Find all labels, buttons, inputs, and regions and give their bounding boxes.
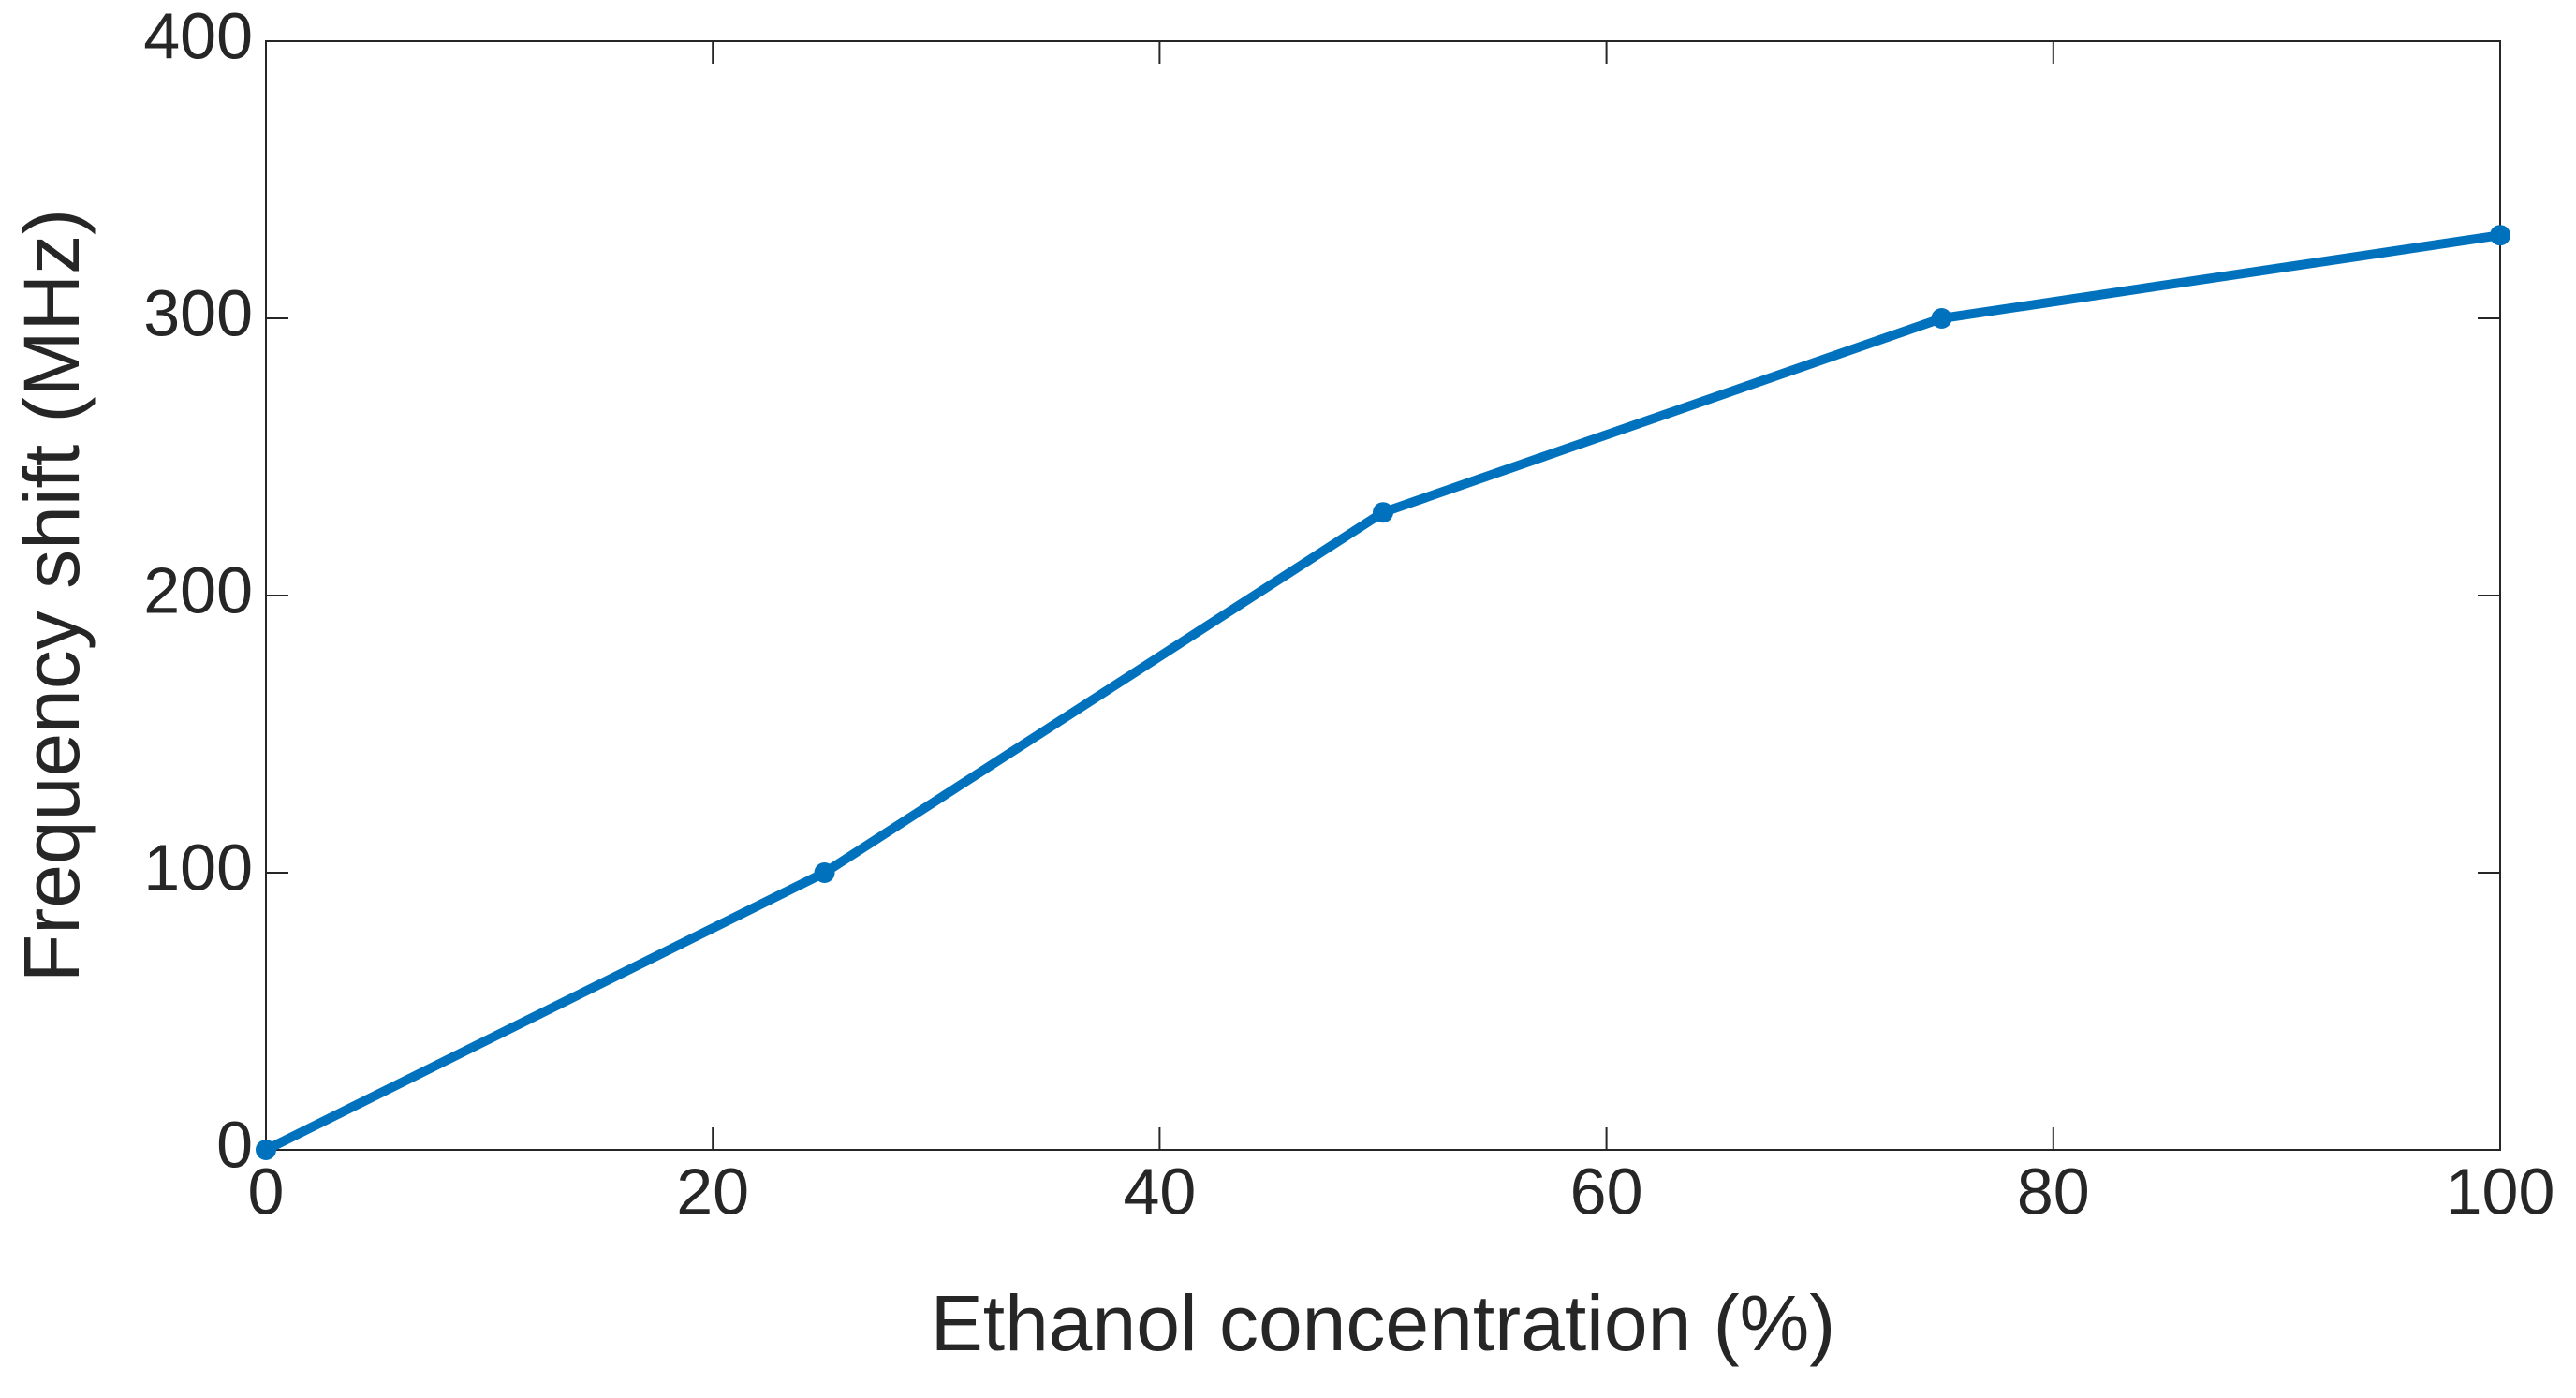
data-point — [814, 862, 835, 883]
y-tick-label: 300 — [143, 276, 253, 349]
y-tick-label: 200 — [143, 553, 253, 626]
x-axis-label: Ethanol concentration (%) — [931, 1279, 1836, 1367]
data-point — [1373, 502, 1393, 523]
y-tick-label: 0 — [216, 1108, 253, 1181]
plot-frame — [265, 40, 2501, 1151]
data-point — [256, 1140, 276, 1160]
data-point — [1931, 308, 1952, 329]
x-tick-label: 40 — [1123, 1155, 1196, 1228]
x-tick-label: 100 — [2446, 1155, 2555, 1228]
x-tick-label: 20 — [676, 1155, 749, 1228]
y-tick-label: 400 — [143, 0, 253, 72]
y-axis-label: Frequency shift (MHz) — [7, 209, 96, 982]
x-tick-label: 60 — [1570, 1155, 1643, 1228]
x-tick-label: 80 — [2017, 1155, 2090, 1228]
x-tick-label: 0 — [248, 1155, 285, 1228]
data-line — [263, 230, 2501, 1155]
y-tick-label: 100 — [143, 831, 253, 904]
data-point — [2490, 225, 2510, 246]
